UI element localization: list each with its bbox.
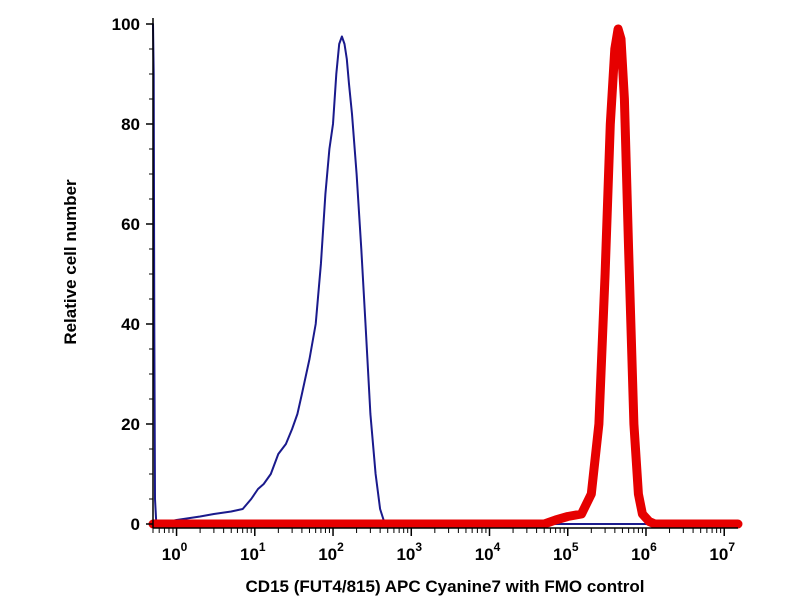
x-tick-exponent: 4 [494, 540, 501, 554]
x-tick-base: 10 [475, 545, 494, 564]
x-tick-label: 106 [631, 540, 657, 564]
x-tick-base: 10 [318, 545, 337, 564]
x-tick-exponent: 3 [415, 540, 422, 554]
x-tick-label: 107 [709, 540, 735, 564]
x-tick-exponent: 0 [181, 540, 188, 554]
y-tick-label: 40 [121, 315, 140, 334]
x-tick-base: 10 [162, 545, 181, 564]
x-tick-label: 101 [240, 540, 266, 564]
x-tick-base: 10 [709, 545, 728, 564]
x-ticks: 100 101 102 103 104 105 106 107 [152, 528, 735, 564]
x-tick-exponent: 1 [259, 540, 266, 554]
axes [152, 18, 738, 529]
y-tick-label: 20 [121, 415, 140, 434]
x-tick-label: 105 [553, 540, 579, 564]
series-line-1 [152, 23, 739, 525]
y-axis-title: Relative cell number [61, 179, 80, 345]
plot-series [148, 23, 743, 529]
x-axis-title: CD15 (FUT4/815) APC Cyanine7 with FMO co… [246, 577, 645, 596]
x-tick-label: 100 [162, 540, 188, 564]
y-tick-label: 80 [121, 115, 140, 134]
y-tick-label: 60 [121, 215, 140, 234]
x-tick-base: 10 [553, 545, 572, 564]
x-tick-base: 10 [396, 545, 415, 564]
x-tick-exponent: 7 [728, 540, 735, 554]
x-tick-exponent: 5 [572, 540, 579, 554]
x-tick-label: 102 [318, 540, 344, 564]
y-tick-label: 0 [131, 515, 140, 534]
x-tick-label: 103 [396, 540, 422, 564]
y-tick-label: 100 [112, 15, 140, 34]
y-ticks: 0 20 40 60 80 100 [112, 15, 153, 534]
x-tick-exponent: 2 [337, 540, 344, 554]
x-tick-exponent: 6 [650, 540, 657, 554]
x-tick-base: 10 [240, 545, 259, 564]
series-line-2 [148, 24, 743, 529]
x-tick-label: 104 [475, 540, 501, 564]
x-tick-base: 10 [631, 545, 650, 564]
